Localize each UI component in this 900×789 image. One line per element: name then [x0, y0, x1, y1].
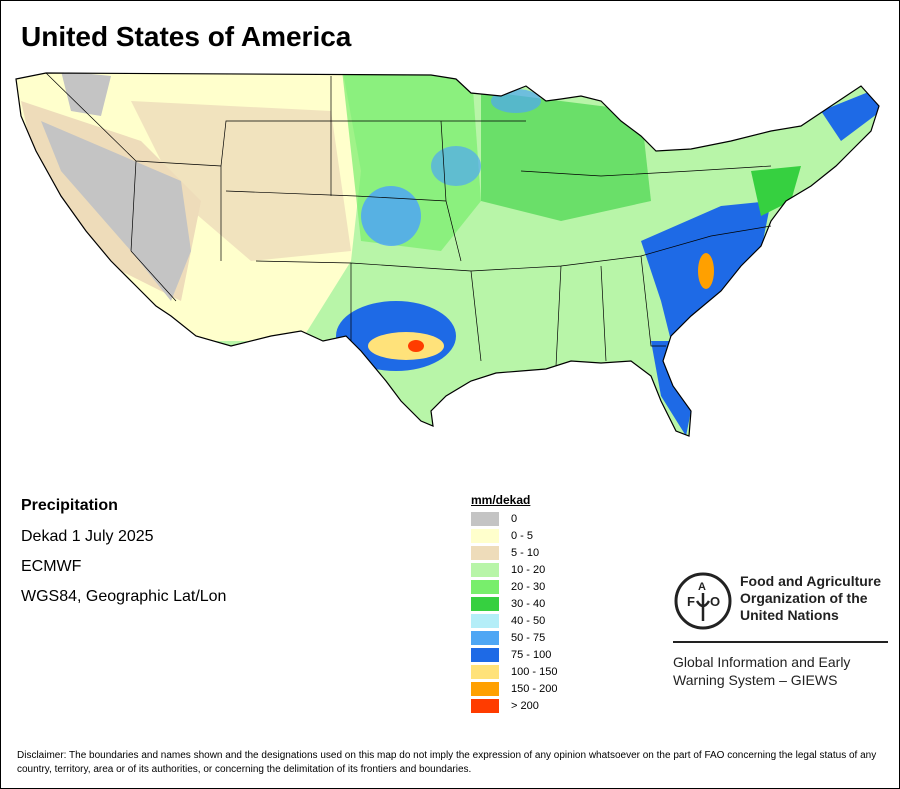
disclaimer: Disclaimer: The boundaries and names sho…	[17, 750, 877, 775]
legend-label: > 200	[511, 699, 539, 712]
legend-label: 40 - 50	[511, 614, 546, 627]
legend-swatch	[471, 596, 499, 611]
legend-item: 40 - 50	[471, 612, 557, 629]
source-label: ECMWF	[21, 558, 82, 575]
fao-emblem-icon: F A O	[674, 572, 732, 630]
legend-label: 75 - 100	[511, 648, 552, 661]
legend-swatch	[471, 511, 499, 526]
legend-item: 100 - 150	[471, 663, 557, 680]
legend-swatch	[471, 647, 499, 662]
legend-swatch	[471, 664, 499, 679]
svg-text:A: A	[698, 581, 706, 593]
legend-label: 30 - 40	[511, 597, 546, 610]
divider	[673, 641, 888, 643]
legend-label: 5 - 10	[511, 546, 540, 559]
legend-item: 75 - 100	[471, 646, 557, 663]
state-borders	[45, 72, 772, 367]
legend-item: 0	[471, 510, 557, 527]
legend-swatch	[471, 681, 499, 696]
legend-item: 50 - 75	[471, 629, 557, 646]
giews-name: Global Information and Early Warning Sys…	[673, 654, 851, 688]
legend-item: 150 - 200	[471, 680, 557, 697]
variable-label: Precipitation	[21, 497, 118, 514]
legend-item: 20 - 30	[471, 578, 557, 595]
legend-item: 10 - 20	[471, 561, 557, 578]
legend-swatch	[471, 545, 499, 560]
projection-label: WGS84, Geographic Lat/Lon	[21, 588, 227, 605]
legend-title: mm/dekad	[471, 493, 531, 507]
svg-text:O: O	[710, 594, 720, 609]
legend-label: 50 - 75	[511, 631, 546, 644]
legend-swatch	[471, 528, 499, 543]
period-label: Dekad 1 July 2025	[21, 528, 154, 545]
legend-item: 5 - 10	[471, 544, 557, 561]
legend: mm/dekad 0 0 - 5 5 - 10 10 - 20 20 - 30 30 - …	[471, 493, 557, 714]
legend-label: 10 - 20	[511, 563, 546, 576]
legend-label: 0	[511, 512, 518, 525]
legend-item: 0 - 5	[471, 527, 557, 544]
legend-label: 20 - 30	[511, 580, 546, 593]
precipitation-map	[15, 72, 880, 437]
legend-swatch	[471, 613, 499, 628]
legend-label: 0 - 5	[511, 529, 534, 542]
legend-label: 100 - 150	[511, 665, 558, 678]
legend-swatch	[471, 579, 499, 594]
legend-swatch	[471, 698, 499, 713]
legend-item: 30 - 40	[471, 595, 557, 612]
legend-item: > 200	[471, 697, 557, 714]
legend-swatch	[471, 562, 499, 577]
svg-text:F: F	[687, 594, 695, 609]
map-title: United States of America	[21, 21, 352, 52]
fao-name: Food and Agriculture Organization of the…	[740, 573, 882, 623]
legend-swatch	[471, 630, 499, 645]
legend-label: 150 - 200	[511, 682, 558, 695]
